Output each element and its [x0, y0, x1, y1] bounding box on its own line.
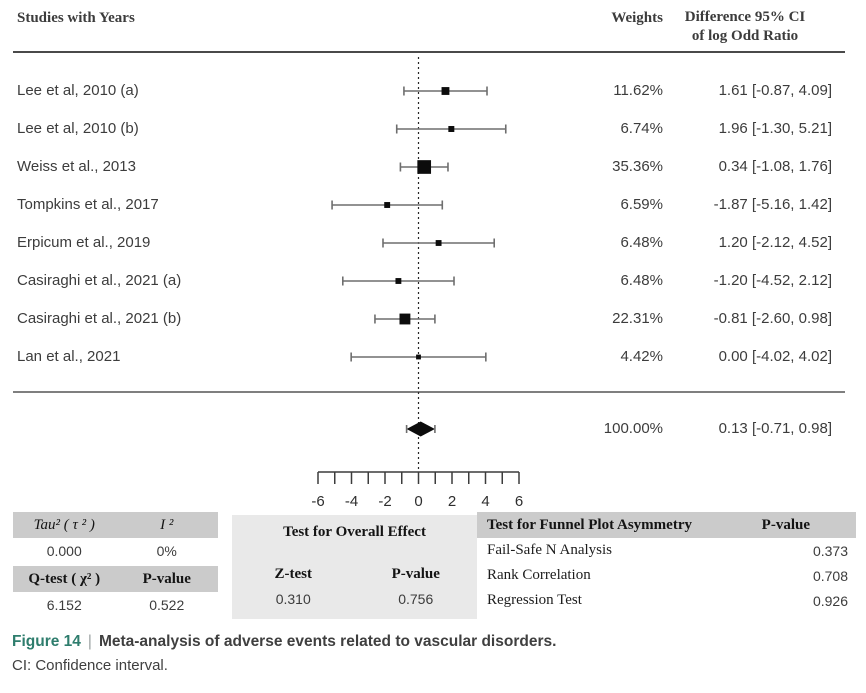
- study-ci: 1.96 [-1.30, 5.21]: [718, 120, 832, 137]
- failsafe-label: Fail-Safe N Analysis: [487, 542, 612, 558]
- overall-weight: 100.00%: [603, 420, 663, 437]
- study-weight: 22.31%: [612, 310, 663, 327]
- funnel-row-rank-correlation: Rank Correlation 0.708: [477, 563, 856, 588]
- overall-ci: 0.13 [-0.71, 0.98]: [718, 420, 832, 437]
- x-axis-tick-label: -2: [378, 493, 392, 510]
- q-test-value: 6.152: [46, 596, 82, 613]
- x-axis-tick-label: 6: [514, 493, 524, 510]
- funnel-p-value-label: P-value: [761, 516, 810, 533]
- i-squared-value: 0%: [156, 542, 177, 559]
- overall-diamond: [406, 421, 435, 437]
- overall-effect-grid: Z-test P-value 0.310 0.756: [232, 563, 477, 610]
- ci-header-line2: of log Odd Ratio: [691, 28, 799, 44]
- heterogeneity-value-row-2: 6.152 0.522: [13, 592, 218, 617]
- study-ci: 1.20 [-2.12, 4.52]: [718, 234, 832, 251]
- study-point-estimate-marker: [395, 278, 402, 284]
- study-ci-bar: [341, 276, 455, 286]
- funnel-header-row: Test for Funnel Plot Asymmetry P-value: [477, 512, 856, 538]
- study-weight: 6.74%: [620, 120, 663, 137]
- x-axis-tick-label: 4: [481, 493, 490, 510]
- study-ci: 1.61 [-0.87, 4.09]: [718, 82, 832, 99]
- study-ci-bar: [399, 160, 449, 174]
- study-ci: -0.81 [-2.60, 0.98]: [713, 310, 832, 327]
- figure-caption: Figure 14 | Meta-analysis of adverse event…: [12, 631, 852, 677]
- study-ci: -1.20 [-4.52, 2.12]: [713, 272, 832, 289]
- study-ci-bar: [395, 124, 507, 134]
- caption-title: Meta-analysis of adverse events related …: [98, 633, 557, 650]
- study-weight: 6.48%: [620, 234, 663, 251]
- study-point-estimate-marker: [448, 126, 455, 132]
- studies-column-header: Studies with Years: [17, 10, 135, 26]
- z-p-value-label: P-value: [391, 566, 440, 582]
- study-label: Lee et al, 2010 (a): [17, 82, 139, 99]
- study-ci: 0.00 [-4.02, 4.02]: [718, 348, 832, 365]
- study-label: Tompkins et al., 2017: [17, 196, 159, 213]
- study-ci: -1.87 [-5.16, 1.42]: [713, 196, 832, 213]
- regression-test-value: 0.926: [812, 592, 848, 609]
- study-weight: 35.36%: [612, 158, 663, 175]
- q-test-label: Q-test ( χ² ): [28, 570, 101, 587]
- ci-column-header: Difference 95% CI of log Odd Ratio: [660, 8, 830, 46]
- study-ci: 0.34 [-1.08, 1.76]: [718, 158, 832, 175]
- study-ci-bar: [350, 352, 487, 362]
- overall-effect-panel: Test for Overall Effect Z-test P-value 0…: [232, 515, 477, 619]
- study-label: Lan et al., 2021: [17, 348, 121, 365]
- study-ci-bar: [374, 313, 436, 325]
- study-weight: 11.62%: [613, 82, 663, 99]
- funnel-row-failsafe: Fail-Safe N Analysis 0.373: [477, 538, 856, 563]
- study-ci-bar: [331, 200, 444, 210]
- study-point-estimate-marker: [384, 202, 391, 208]
- study-ci-bar: [382, 238, 496, 248]
- x-axis-tick-label: -6: [311, 493, 325, 510]
- study-weight: 4.42%: [620, 348, 663, 365]
- funnel-asymmetry-table: Test for Funnel Plot Asymmetry P-value F…: [477, 512, 856, 613]
- study-point-estimate-marker: [417, 160, 432, 174]
- study-point-estimate-marker: [399, 313, 411, 325]
- regression-test-label: Regression Test: [487, 592, 582, 608]
- funnel-row-regression-test: Regression Test 0.926: [477, 588, 856, 613]
- heterogeneity-value-row-1: 0.000 0%: [13, 538, 218, 563]
- study-point-estimate-marker: [416, 354, 421, 360]
- ci-header-line1: Difference 95% CI: [684, 9, 806, 25]
- forest-plot-canvas: [317, 57, 520, 484]
- funnel-title: Test for Funnel Plot Asymmetry: [487, 516, 692, 533]
- i-squared-label: I ²: [160, 516, 174, 533]
- study-label: Casiraghi et al., 2021 (b): [17, 310, 182, 327]
- caption-subtitle: CI: Confidence interval.: [12, 657, 168, 674]
- heterogeneity-header-row-2: Q-test ( χ² ) P-value: [13, 566, 218, 592]
- study-ci-bar: [403, 86, 488, 96]
- z-test-label: Z-test: [274, 566, 313, 582]
- study-point-estimate-marker: [435, 240, 442, 246]
- z-test-value: 0.310: [275, 591, 311, 607]
- z-p-value: 0.756: [398, 591, 434, 607]
- x-axis-tick-label: -4: [344, 493, 359, 510]
- study-label: Lee et al, 2010 (b): [17, 120, 139, 137]
- heterogeneity-header-row-1: Tau² ( τ ² ) I ²: [13, 512, 218, 538]
- q-p-value: 0.522: [149, 596, 185, 613]
- study-weight: 6.59%: [620, 196, 663, 213]
- study-point-estimate-marker: [441, 87, 450, 95]
- study-label: Weiss et al., 2013: [17, 158, 136, 175]
- overall-effect-title: Test for Overall Effect: [283, 524, 426, 540]
- caption-separator: |: [87, 633, 92, 650]
- figure-number: Figure 14: [12, 633, 81, 650]
- q-p-value-label: P-value: [142, 570, 191, 587]
- tau-squared-label: Tau² ( τ ² ): [33, 516, 95, 533]
- tau-squared-value: 0.000: [46, 542, 82, 559]
- study-label: Casiraghi et al., 2021 (a): [17, 272, 182, 289]
- rank-correlation-label: Rank Correlation: [487, 567, 591, 583]
- study-label: Erpicum et al., 2019: [17, 234, 151, 251]
- heterogeneity-table: Tau² ( τ ² ) I ² 0.000 0% Q-test ( χ² ) …: [13, 512, 218, 617]
- x-axis-tick-label: 0: [414, 493, 423, 510]
- rank-correlation-value: 0.708: [812, 567, 848, 584]
- weights-column-header: Weights: [611, 10, 663, 26]
- x-axis-tick-label: 2: [447, 493, 457, 510]
- caption-line-1: Figure 14 | Meta-analysis of adverse event…: [12, 631, 852, 653]
- overall-divider: [13, 391, 845, 393]
- study-weight: 6.48%: [620, 272, 663, 289]
- header-divider: [13, 51, 845, 53]
- failsafe-value: 0.373: [812, 542, 848, 559]
